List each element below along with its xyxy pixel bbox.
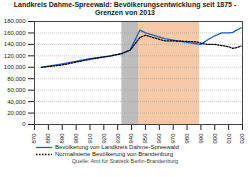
svg-text:180,000: 180,000	[4, 18, 26, 24]
svg-text:100,000: 100,000	[4, 64, 26, 70]
html-text:Normalisierte Bevölkerung von: Normalisierte Bevölkerung von Brandenbur…	[55, 151, 174, 157]
svg-text:60,000: 60,000	[7, 87, 26, 93]
svg-text:1880: 1880	[45, 133, 51, 144]
svg-text:20,000: 20,000	[7, 110, 26, 116]
svg-text:120,000: 120,000	[4, 53, 26, 59]
svg-text:2000: 2000	[212, 133, 218, 144]
svg-text:2020: 2020	[239, 133, 245, 144]
svg-text:1930: 1930	[115, 133, 121, 144]
svg-text:1900: 1900	[73, 133, 79, 144]
html-text:Quelle: Amt für Statistik Berl: Quelle: Amt für Statistik Berlin-Branden…	[71, 158, 179, 164]
svg-text:1920: 1920	[101, 133, 107, 144]
svg-text:80,000: 80,000	[7, 76, 26, 82]
svg-text:1980: 1980	[184, 133, 190, 144]
svg-text:1960: 1960	[156, 133, 162, 144]
svg-text:0: 0	[22, 121, 26, 127]
svg-text:2010: 2010	[226, 133, 232, 144]
svg-text:1890: 1890	[59, 133, 65, 144]
svg-text:1970: 1970	[170, 133, 176, 144]
svg-text:1950: 1950	[142, 133, 148, 144]
svg-text:40,000: 40,000	[7, 99, 26, 105]
svg-text:1940: 1940	[128, 133, 134, 144]
svg-text:1990: 1990	[198, 133, 204, 144]
svg-text:140,000: 140,000	[4, 41, 26, 47]
html-text:Landkreis Dahme-Spreewald: Bev: Landkreis Dahme-Spreewald: Bevölkerungse…	[13, 1, 237, 16]
svg-text:1910: 1910	[87, 133, 93, 144]
svg-text:1870: 1870	[31, 133, 37, 144]
svg-text:160,000: 160,000	[4, 30, 26, 36]
html-text:Bevölkerung von Landkreis Dahm: Bevölkerung von Landkreis Dahme-Spreewal…	[55, 144, 179, 150]
